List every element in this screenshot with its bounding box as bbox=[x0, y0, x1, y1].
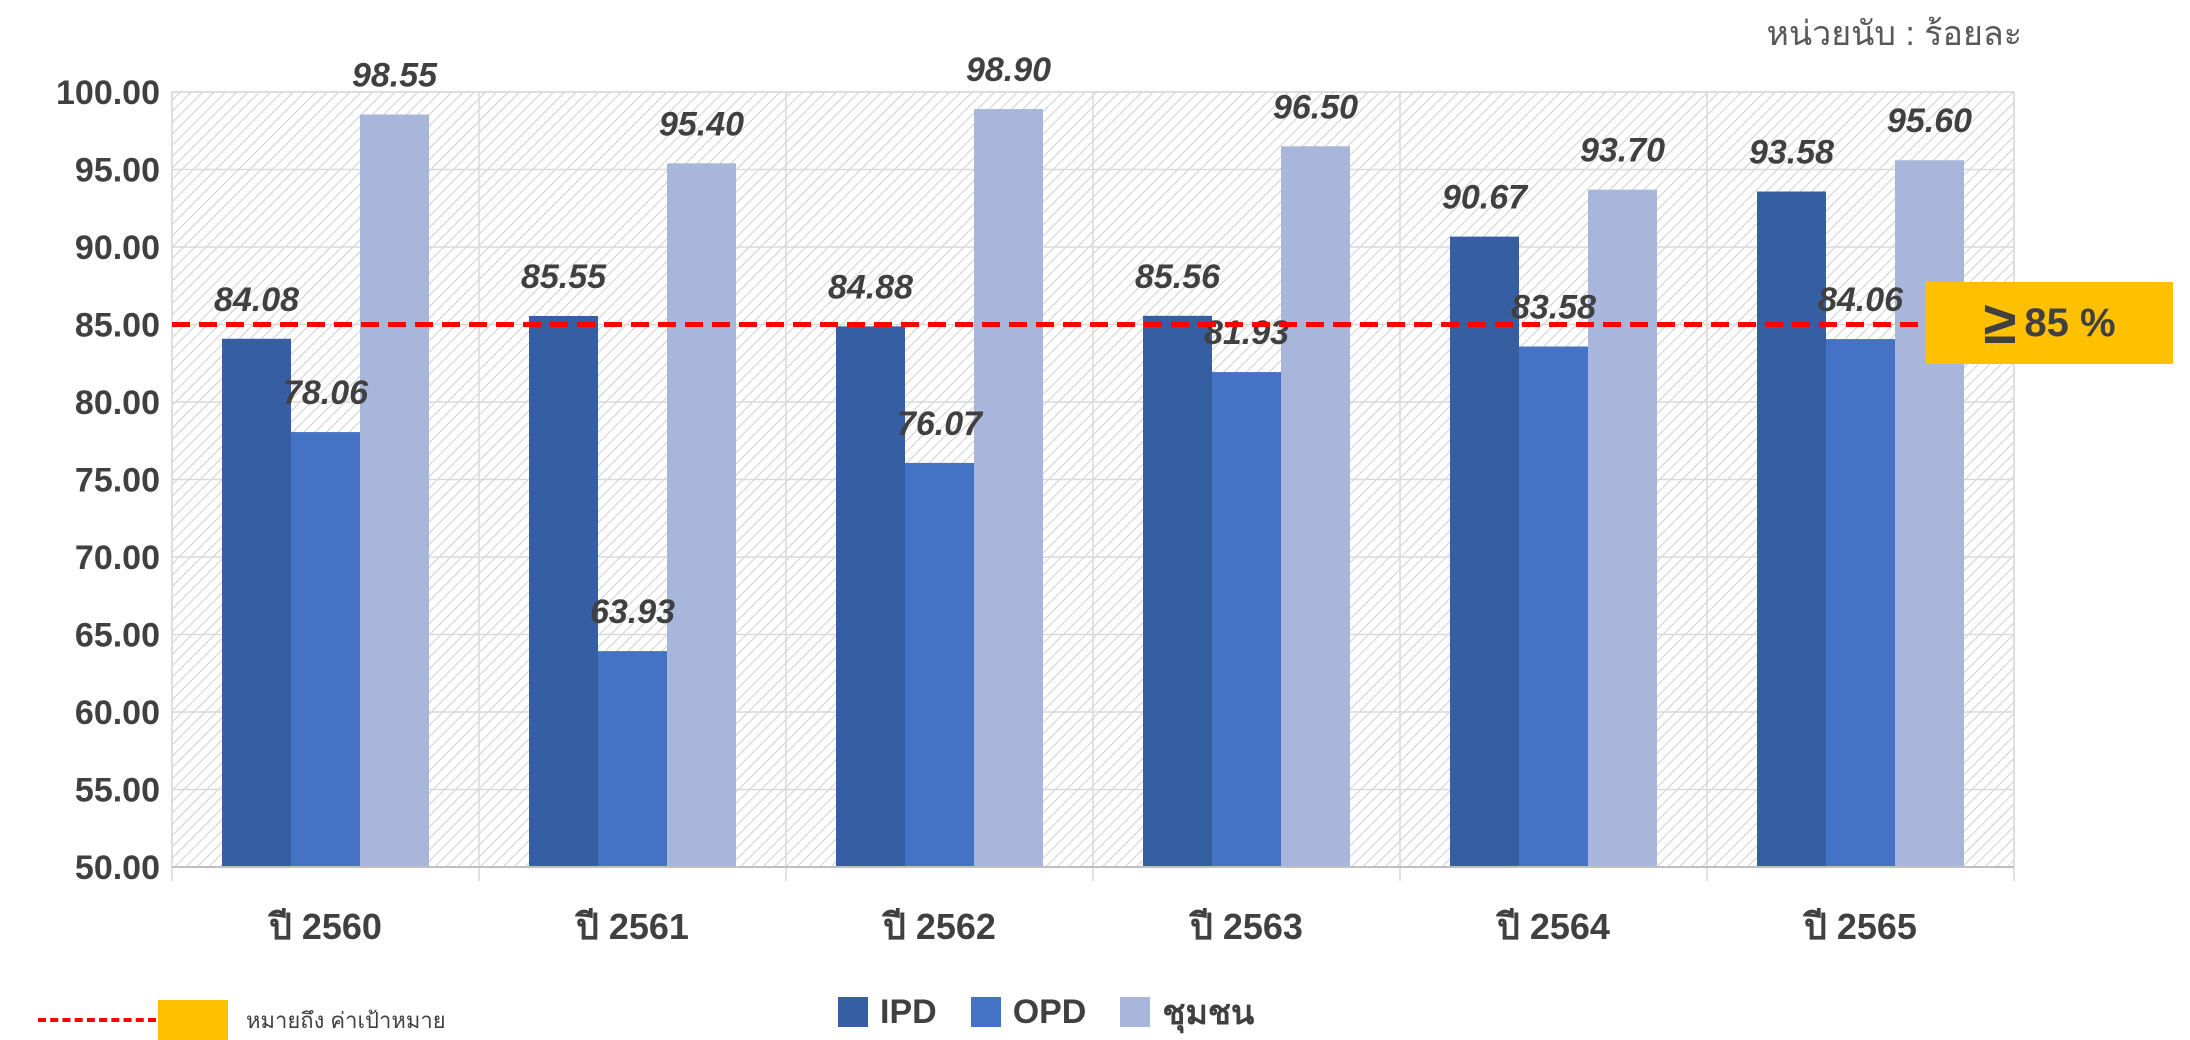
legend-swatch-community bbox=[1120, 997, 1151, 1027]
data-label: 83.58 bbox=[1511, 289, 1596, 327]
x-tick-label: ปี 2561 bbox=[574, 906, 689, 947]
data-label: 98.90 bbox=[966, 51, 1051, 89]
x-tick-label: ปี 2560 bbox=[267, 906, 382, 947]
note-color-box bbox=[158, 1000, 228, 1040]
y-tick-label: 75.00 bbox=[75, 462, 160, 500]
target-note: หมายถึง ค่าเป้าหมาย bbox=[38, 1000, 446, 1040]
target-value: 85 % bbox=[2024, 300, 2116, 345]
bar-ipd bbox=[1143, 315, 1212, 867]
data-label: 95.60 bbox=[1887, 102, 1972, 140]
bar-community bbox=[974, 109, 1043, 868]
x-tick-label: ปี 2563 bbox=[1188, 906, 1303, 947]
axes: 50.00 55.00 60.00 65.00 70.00 75.00 80.00 85.00… bbox=[56, 74, 2014, 947]
bar-ipd bbox=[1450, 236, 1519, 868]
bar-ipd bbox=[836, 326, 905, 867]
bar-opd bbox=[1212, 372, 1281, 867]
bar-ipd bbox=[222, 338, 291, 867]
y-tick-label: 90.00 bbox=[75, 229, 160, 267]
y-tick-label: 85.00 bbox=[75, 307, 160, 345]
bar-opd bbox=[598, 651, 667, 867]
y-tick-label: 55.00 bbox=[75, 772, 160, 810]
y-tick-label: 65.00 bbox=[75, 617, 160, 655]
bar-opd bbox=[291, 432, 360, 867]
bar-opd bbox=[1519, 346, 1588, 867]
data-label: 78.06 bbox=[283, 374, 369, 412]
note-text: หมายถึง ค่าเป้าหมาย bbox=[246, 1007, 446, 1033]
bar-community bbox=[667, 163, 736, 868]
y-tick-label: 70.00 bbox=[75, 539, 160, 577]
bar-ipd bbox=[529, 315, 598, 868]
legend-label-ipd: IPD bbox=[880, 992, 937, 1031]
y-tick-label: 95.00 bbox=[75, 152, 160, 190]
target-badge: ≥ 85 % bbox=[1926, 282, 2173, 364]
data-label: 93.58 bbox=[1749, 134, 1834, 172]
data-label: 85.56 bbox=[1135, 258, 1221, 296]
legend: IPD OPD ชุมชน bbox=[838, 985, 1288, 1039]
bar-community bbox=[1588, 189, 1657, 867]
bar-community bbox=[1281, 146, 1350, 867]
legend-item-community: ชุมชน bbox=[1120, 985, 1254, 1039]
target-symbol: ≥ bbox=[1983, 289, 2017, 356]
data-label: 98.55 bbox=[352, 56, 438, 94]
legend-item-opd: OPD bbox=[970, 992, 1087, 1032]
legend-swatch-opd bbox=[970, 997, 1001, 1027]
data-label: 76.07 bbox=[897, 405, 984, 443]
data-label: 85.55 bbox=[521, 258, 607, 296]
data-label: 84.08 bbox=[214, 281, 299, 319]
legend-label-opd: OPD bbox=[1012, 992, 1087, 1031]
data-label: 90.67 bbox=[1442, 179, 1529, 217]
unit-label: หน่วยนับ : ร้อยละ bbox=[1766, 15, 2022, 53]
gridlines bbox=[171, 91, 2015, 881]
y-tick-label: 60.00 bbox=[75, 694, 160, 732]
data-label: 93.70 bbox=[1580, 132, 1665, 170]
note-dash-line bbox=[38, 1018, 156, 1022]
bar-opd bbox=[1826, 339, 1895, 867]
bar-community bbox=[1895, 160, 1964, 867]
data-labels: 84.08 78.06 98.55 85.55 63.93 95.40 84.88 76.07… bbox=[172, 51, 1972, 631]
y-tick-label: 80.00 bbox=[75, 384, 160, 422]
bar-opd bbox=[905, 462, 974, 867]
data-label: 96.50 bbox=[1273, 88, 1358, 126]
x-tick-label: ปี 2565 bbox=[1802, 906, 1917, 947]
legend-item-ipd: IPD bbox=[838, 993, 937, 1032]
bar-ipd bbox=[1757, 191, 1826, 867]
y-tick-label: 50.00 bbox=[75, 849, 160, 887]
bars bbox=[222, 109, 1964, 868]
data-label: 81.93 bbox=[1204, 314, 1289, 352]
y-tick-label: 100.00 bbox=[56, 74, 160, 112]
data-label: 84.88 bbox=[828, 268, 913, 306]
legend-swatch-ipd bbox=[838, 997, 868, 1027]
bar-community bbox=[360, 114, 429, 868]
data-label: 63.93 bbox=[590, 593, 675, 631]
data-label: 95.40 bbox=[659, 105, 744, 143]
data-label: 84.06 bbox=[1818, 281, 1904, 319]
x-tick-label: ปี 2562 bbox=[881, 906, 996, 947]
legend-label-community: ชุมชน bbox=[1162, 994, 1255, 1032]
x-tick-label: ปี 2564 bbox=[1495, 906, 1610, 947]
